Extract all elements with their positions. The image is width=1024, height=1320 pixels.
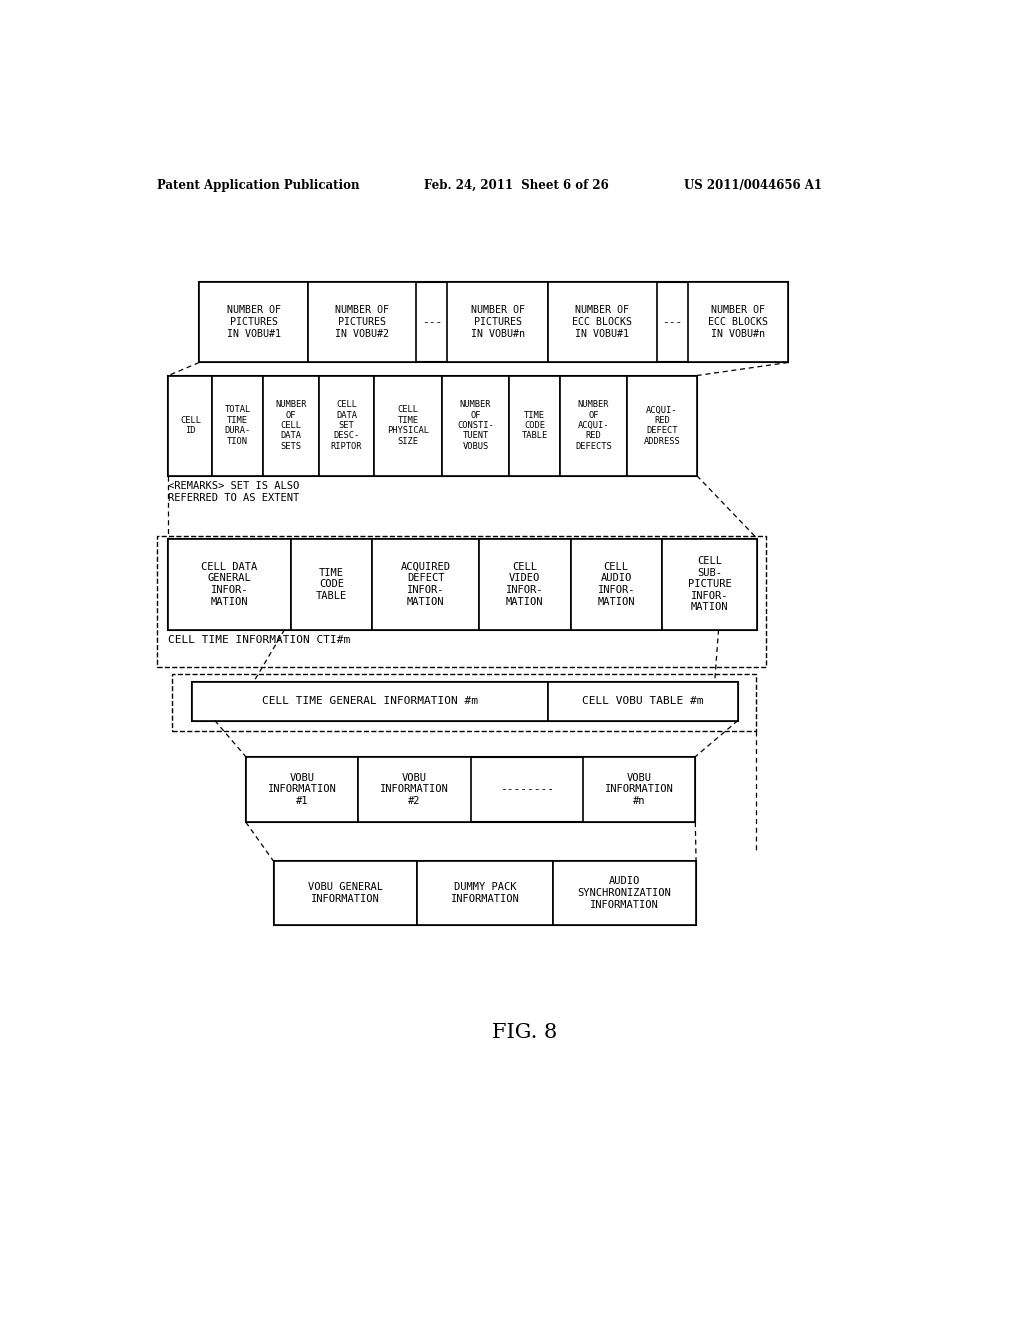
Bar: [447, 281, 548, 363]
Bar: [172, 675, 756, 730]
Text: NUMBER
OF
ACQUI-
RED
DEFECTS: NUMBER OF ACQUI- RED DEFECTS: [575, 400, 611, 451]
Text: AUDIO
SYNCHRONIZATION
INFORMATION: AUDIO SYNCHRONIZATION INFORMATION: [578, 876, 672, 909]
Bar: [560, 376, 627, 475]
Text: DUMMY PACK
INFORMATION: DUMMY PACK INFORMATION: [451, 882, 519, 904]
Text: NUMBER OF
ECC BLOCKS
IN VOBU#1: NUMBER OF ECC BLOCKS IN VOBU#1: [572, 305, 632, 339]
Bar: [168, 376, 697, 475]
Text: ACQUI-
RED
DEFECT
ADDRESS: ACQUI- RED DEFECT ADDRESS: [644, 405, 680, 446]
Text: NUMBER OF
PICTURES
IN VOBU#n: NUMBER OF PICTURES IN VOBU#n: [471, 305, 524, 339]
Text: VOBU GENERAL
INFORMATION: VOBU GENERAL INFORMATION: [308, 882, 383, 904]
Text: TIME
CODE
TABLE: TIME CODE TABLE: [315, 568, 347, 601]
Text: Patent Application Publication: Patent Application Publication: [158, 180, 360, 193]
Bar: [318, 376, 375, 475]
Bar: [200, 281, 308, 363]
Bar: [168, 539, 291, 630]
Bar: [548, 682, 738, 721]
Bar: [168, 376, 212, 475]
Bar: [291, 539, 372, 630]
Bar: [246, 756, 358, 822]
Bar: [687, 281, 788, 363]
Bar: [662, 539, 758, 630]
Bar: [509, 376, 560, 475]
Bar: [212, 376, 263, 475]
Bar: [191, 682, 548, 721]
Bar: [273, 862, 417, 924]
Bar: [191, 682, 738, 721]
Bar: [168, 539, 758, 630]
Bar: [442, 376, 509, 475]
Text: ---: ---: [662, 317, 682, 327]
Text: CELL DATA
GENERAL
INFOR-
MATION: CELL DATA GENERAL INFOR- MATION: [202, 562, 258, 607]
Bar: [263, 376, 318, 475]
Bar: [570, 539, 662, 630]
Text: TIME
CODE
TABLE: TIME CODE TABLE: [521, 411, 548, 441]
Text: NUMBER OF
PICTURES
IN VOBU#1: NUMBER OF PICTURES IN VOBU#1: [226, 305, 281, 339]
Bar: [553, 862, 696, 924]
Bar: [158, 536, 766, 667]
Bar: [417, 862, 553, 924]
Text: VOBU
INFORMATION
#1: VOBU INFORMATION #1: [267, 772, 336, 807]
Bar: [548, 281, 656, 363]
Text: CELL
VIDEO
INFOR-
MATION: CELL VIDEO INFOR- MATION: [506, 562, 544, 607]
Text: ACQUIRED
DEFECT
INFOR-
MATION: ACQUIRED DEFECT INFOR- MATION: [400, 562, 451, 607]
Text: NUMBER
OF
CONSTI-
TUENT
VOBUS: NUMBER OF CONSTI- TUENT VOBUS: [457, 400, 494, 451]
Bar: [358, 756, 471, 822]
Bar: [372, 539, 479, 630]
Bar: [627, 376, 697, 475]
Bar: [308, 281, 417, 363]
Text: ---: ---: [422, 317, 442, 327]
Bar: [375, 376, 442, 475]
Text: CELL
SUB-
PICTURE
INFOR-
MATION: CELL SUB- PICTURE INFOR- MATION: [688, 556, 731, 612]
Text: Feb. 24, 2011  Sheet 6 of 26: Feb. 24, 2011 Sheet 6 of 26: [424, 180, 609, 193]
Text: <REMARKS> SET IS ALSO
REFERRED TO AS EXTENT: <REMARKS> SET IS ALSO REFERRED TO AS EXT…: [168, 480, 300, 503]
Text: NUMBER
OF
CELL
DATA
SETS: NUMBER OF CELL DATA SETS: [275, 400, 306, 451]
Text: TOTAL
TIME
DURA-
TION: TOTAL TIME DURA- TION: [224, 405, 251, 446]
Text: NUMBER OF
ECC BLOCKS
IN VOBU#n: NUMBER OF ECC BLOCKS IN VOBU#n: [708, 305, 768, 339]
Bar: [246, 756, 695, 822]
Text: CELL
DATA
SET
DESC-
RIPTOR: CELL DATA SET DESC- RIPTOR: [331, 400, 362, 451]
Text: FIG. 8: FIG. 8: [493, 1023, 557, 1041]
Text: --------: --------: [500, 784, 554, 795]
Text: VOBU
INFORMATION
#2: VOBU INFORMATION #2: [380, 772, 449, 807]
Text: CELL
AUDIO
INFOR-
MATION: CELL AUDIO INFOR- MATION: [597, 562, 635, 607]
Text: CELL
ID: CELL ID: [180, 416, 201, 436]
Bar: [200, 281, 788, 363]
Bar: [479, 539, 570, 630]
Text: CELL TIME INFORMATION CTI#m: CELL TIME INFORMATION CTI#m: [168, 635, 350, 645]
Bar: [273, 862, 696, 924]
Text: CELL TIME GENERAL INFORMATION #m: CELL TIME GENERAL INFORMATION #m: [262, 696, 478, 706]
Text: US 2011/0044656 A1: US 2011/0044656 A1: [684, 180, 822, 193]
Text: CELL VOBU TABLE #m: CELL VOBU TABLE #m: [583, 696, 703, 706]
Bar: [583, 756, 695, 822]
Text: VOBU
INFORMATION
#n: VOBU INFORMATION #n: [605, 772, 674, 807]
Text: CELL
TIME
PHYSICAL
SIZE: CELL TIME PHYSICAL SIZE: [387, 405, 429, 446]
Text: NUMBER OF
PICTURES
IN VOBU#2: NUMBER OF PICTURES IN VOBU#2: [335, 305, 389, 339]
